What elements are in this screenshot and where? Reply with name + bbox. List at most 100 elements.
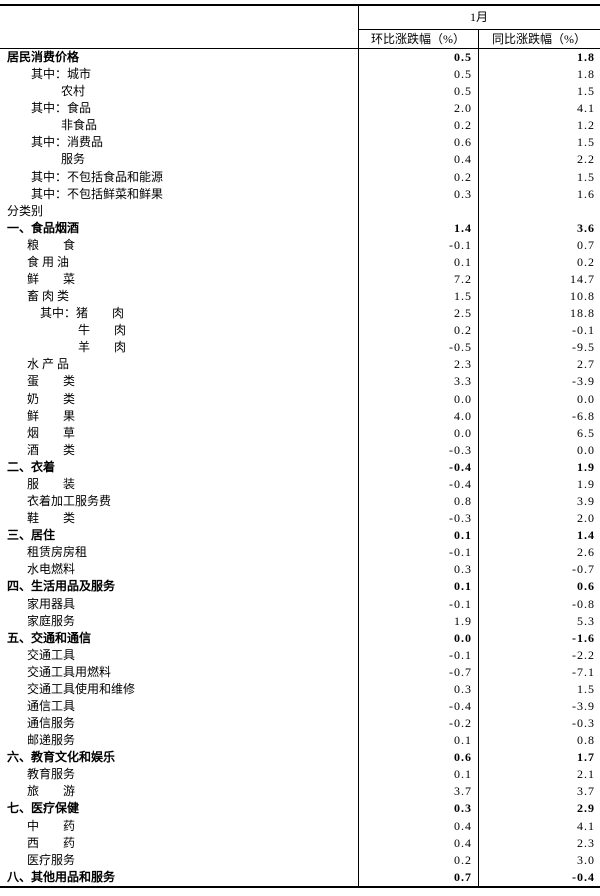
table-row: 牛 肉 0.2 -0.1 <box>0 322 600 339</box>
table-row: 家用器具 -0.1 -0.8 <box>0 596 600 613</box>
mom-value: 0.4 <box>454 818 472 833</box>
yoy-value: 1.5 <box>577 84 595 99</box>
table-row: 农村 0.5 1.5 <box>0 83 600 100</box>
yoy-value: 1.8 <box>577 67 595 82</box>
row-label: 农村 <box>61 84 86 99</box>
row-label: 邮递服务 <box>27 733 76 748</box>
yoy-value: 2.6 <box>577 545 595 560</box>
mom-value: 1.4 <box>454 220 472 235</box>
yoy-value: 1.5 <box>577 135 595 150</box>
yoy-value: 2.7 <box>577 357 595 372</box>
yoy-value: 1.2 <box>577 118 595 133</box>
table-row: 六、教育文化和娱乐 0.6 1.7 <box>0 749 600 766</box>
mom-value: -0.1 <box>449 545 472 560</box>
mom-value: 0.6 <box>454 750 472 765</box>
yoy-value: 0.0 <box>577 442 595 457</box>
mom-value: 0.5 <box>454 50 472 64</box>
row-label: 交通工具用燃料 <box>27 664 112 679</box>
row-label: 教育服务 <box>27 767 76 782</box>
mom-value: 0.0 <box>454 391 472 406</box>
row-label: 分类别 <box>7 203 44 218</box>
mom-value: 0.2 <box>454 323 472 338</box>
yoy-value: 0.0 <box>577 391 595 406</box>
row-label: 其中：不包括鲜菜和鲜果 <box>31 186 164 201</box>
row-label: 畜 肉 类 <box>27 289 70 304</box>
yoy-value: 3.7 <box>577 784 595 799</box>
table-row: 鲜 菜 7.2 14.7 <box>0 271 600 288</box>
mom-value: 0.4 <box>454 152 472 167</box>
table-row: 食 用 油 0.1 0.2 <box>0 254 600 271</box>
row-label: 租赁房房租 <box>27 545 88 560</box>
mom-value: 2.0 <box>454 101 472 116</box>
yoy-value: -0.8 <box>572 596 595 611</box>
table-row: 一、食品烟酒 1.4 3.6 <box>0 220 600 237</box>
table-row: 七、医疗保健 0.3 2.9 <box>0 800 600 817</box>
table-row: 鞋 类 -0.3 2.0 <box>0 510 600 527</box>
table-row: 二、衣着 -0.4 1.9 <box>0 459 600 476</box>
mom-value: -0.3 <box>449 442 472 457</box>
yoy-value: 3.0 <box>577 852 595 867</box>
table-row: 八、其他用品和服务 0.7 -0.4 <box>0 869 600 886</box>
mom-value: 0.0 <box>454 630 472 645</box>
table-row: 其中：猪 肉 2.5 18.8 <box>0 305 600 322</box>
yoy-value: 1.7 <box>577 750 595 765</box>
mom-value: 0.3 <box>454 562 472 577</box>
mom-value: 0.8 <box>454 494 472 509</box>
table-row: 酒 类 -0.3 0.0 <box>0 442 600 459</box>
yoy-value: 0.6 <box>577 579 595 594</box>
row-label: 食 用 油 <box>27 254 70 269</box>
yoy-value: 6.5 <box>577 425 595 440</box>
mom-value: 3.3 <box>454 374 472 389</box>
table-row: 旅 游 3.7 3.7 <box>0 783 600 800</box>
mom-value: 4.0 <box>454 408 472 423</box>
mom-value: -0.1 <box>449 647 472 662</box>
yoy-value: 0.8 <box>577 733 595 748</box>
yoy-value: 1.6 <box>577 186 595 201</box>
row-label: 其中：城市 <box>31 67 92 82</box>
row-label: 其中：不包括食品和能源 <box>31 169 164 184</box>
row-label: 水电燃料 <box>27 562 76 577</box>
table-row: 三、居住 0.1 1.4 <box>0 527 600 544</box>
yoy-value: -0.1 <box>572 323 595 338</box>
table-row: 西 药 0.4 2.3 <box>0 835 600 852</box>
yoy-value: 10.8 <box>570 289 595 304</box>
row-label: 交通工具 <box>27 647 76 662</box>
table-row: 水 产 品 2.3 2.7 <box>0 356 600 373</box>
yoy-value: 4.1 <box>577 101 595 116</box>
row-label: 服 装 <box>27 476 76 491</box>
yoy-value: 1.8 <box>577 50 595 64</box>
mom-value: -0.1 <box>449 237 472 252</box>
table-row: 分类别 <box>0 203 600 220</box>
yoy-value: 2.9 <box>577 801 595 816</box>
row-label: 牛 肉 <box>78 323 127 338</box>
yoy-value: 2.1 <box>577 767 595 782</box>
mom-value: 0.1 <box>454 767 472 782</box>
row-label: 蛋 类 <box>27 374 76 389</box>
yoy-value: -2.2 <box>572 647 595 662</box>
row-label: 八、其他用品和服务 <box>7 869 116 884</box>
mom-value: 0.3 <box>454 681 472 696</box>
mom-value: 3.7 <box>454 784 472 799</box>
table-row: 奶 类 0.0 0.0 <box>0 391 600 408</box>
row-label: 二、衣着 <box>7 459 56 474</box>
row-label: 三、居住 <box>7 528 56 543</box>
row-label: 服务 <box>61 152 86 167</box>
yoy-value: -0.4 <box>572 869 595 884</box>
mom-value: 1.5 <box>454 289 472 304</box>
table-row: 烟 草 0.0 6.5 <box>0 425 600 442</box>
mom-value: 1.9 <box>454 613 472 628</box>
row-label: 家用器具 <box>27 596 76 611</box>
row-label: 四、生活用品及服务 <box>7 579 116 594</box>
yoy-value: 2.3 <box>577 835 595 850</box>
mom-value: -0.4 <box>449 698 472 713</box>
table-row: 其中：消费品 0.6 1.5 <box>0 134 600 151</box>
mom-value: 0.2 <box>454 169 472 184</box>
label-column-divider <box>358 4 359 888</box>
yoy-value: -6.8 <box>572 408 595 423</box>
row-label: 鞋 类 <box>27 511 76 526</box>
table-row: 五、交通和通信 0.0 -1.6 <box>0 630 600 647</box>
mom-value: 0.5 <box>454 84 472 99</box>
mom-value: 0.1 <box>454 733 472 748</box>
mom-value: 0.0 <box>454 425 472 440</box>
yoy-value: 1.9 <box>577 459 595 474</box>
